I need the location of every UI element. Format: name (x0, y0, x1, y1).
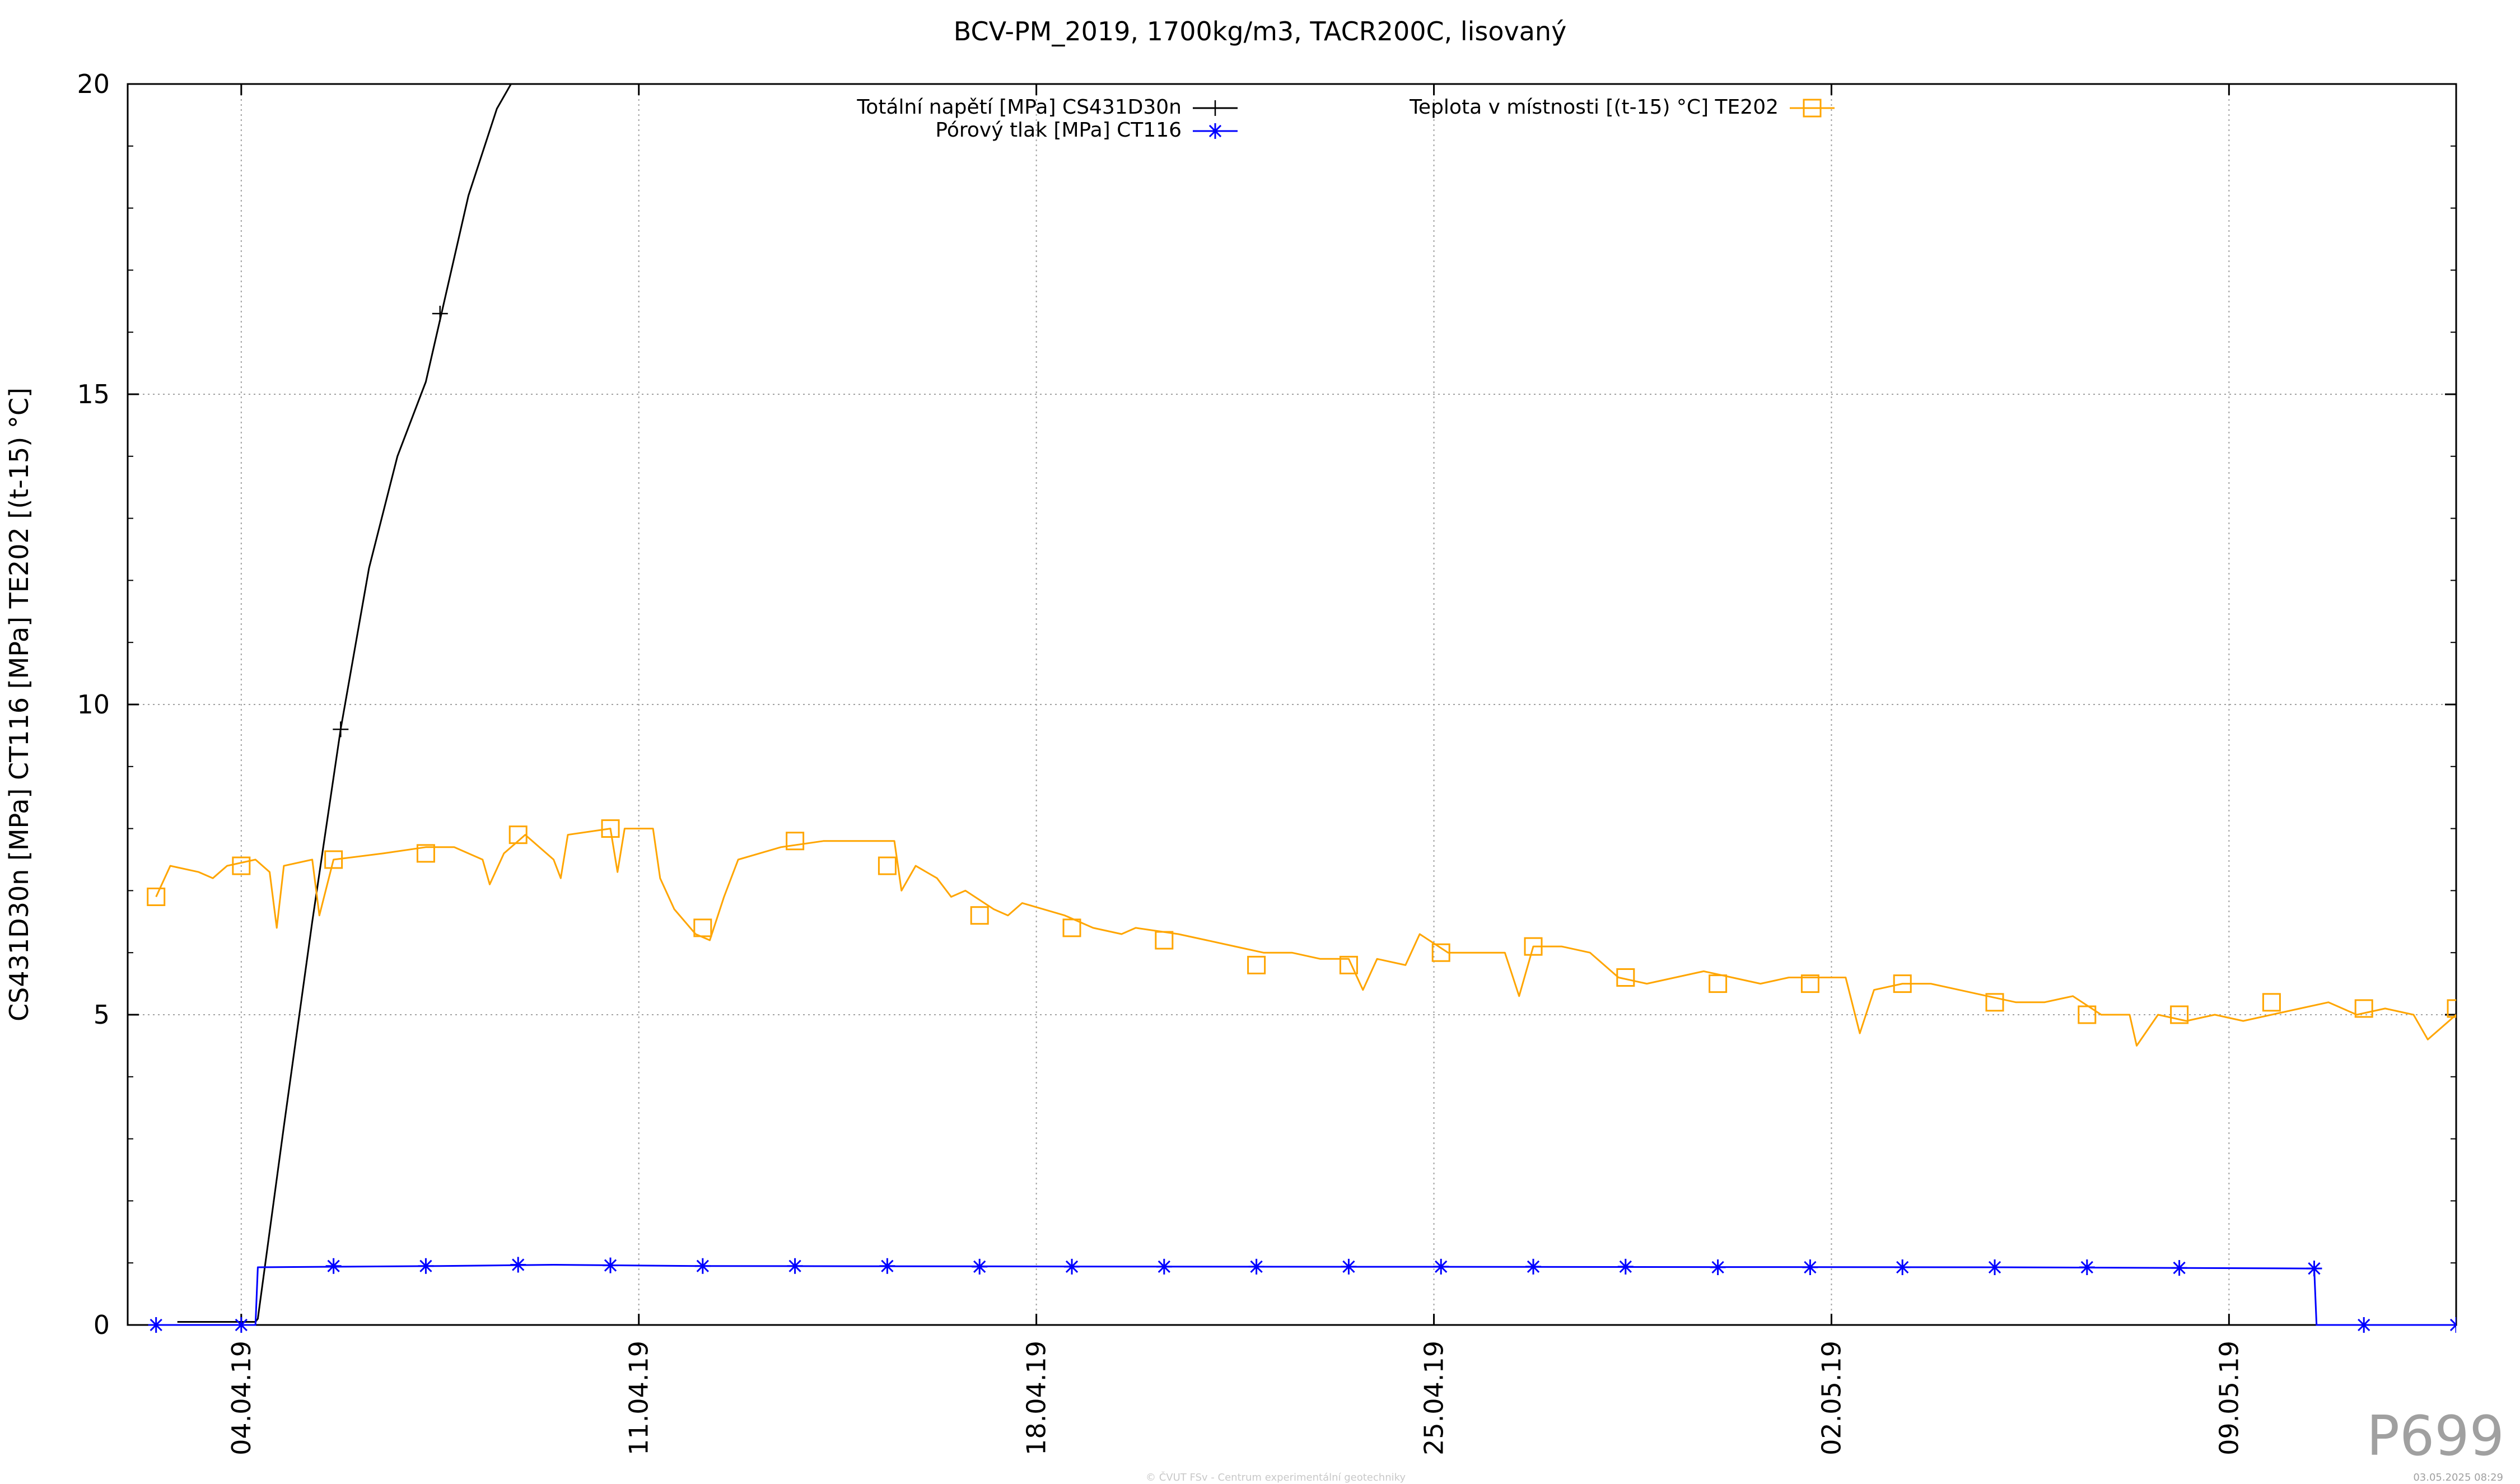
footer-center: © ČVUT FSv - Centrum experimentální geot… (1146, 1471, 1406, 1483)
series-marker (2306, 1261, 2322, 1277)
series-2 (147, 819, 2456, 1047)
series-marker (1155, 931, 1174, 950)
series-marker (508, 825, 528, 844)
series-marker (603, 1257, 619, 1273)
series-marker (1062, 918, 1081, 937)
y-tick-label: 0 (94, 1310, 110, 1340)
y-tick-label: 5 (94, 1000, 110, 1030)
series-marker (2171, 1260, 2187, 1276)
series-marker (601, 819, 620, 838)
series-marker (2356, 1317, 2372, 1333)
series-marker (1710, 1259, 1726, 1275)
footer-right: 03.05.2025 08:29 (2413, 1472, 2503, 1483)
series-marker (1985, 993, 2004, 1012)
series-line (177, 83, 512, 1323)
series-1 (148, 1257, 2456, 1333)
y-tick-label: 15 (77, 379, 110, 409)
chart-title: BCV-PM_2019, 1700kg/m3, TACR200C, lisova… (954, 16, 1567, 46)
series-marker (325, 1258, 342, 1274)
series-marker (1339, 955, 1358, 974)
series-marker (2448, 1317, 2456, 1333)
corner-label: P699 (2367, 1404, 2504, 1468)
series-marker (878, 856, 897, 875)
series-line (156, 1264, 2456, 1326)
series-layer (147, 83, 2456, 1333)
x-tick-label: 02.05.19 (1816, 1341, 1846, 1455)
series-marker (2078, 1005, 2097, 1024)
series-marker (1247, 955, 1266, 974)
series-marker (1802, 1259, 1818, 1275)
series-marker (1987, 1259, 2003, 1275)
series-marker (1156, 1258, 1172, 1275)
series-marker (879, 1258, 895, 1274)
series-marker (147, 887, 166, 906)
y-axis-label: CS431D30n [MPa] CT116 [MPa] TE202 [(t-15… (4, 388, 34, 1021)
series-marker (1709, 974, 1728, 993)
legend-label: Teplota v místnosti [(t-15) °C] TE202 (1409, 96, 1779, 119)
series-marker (1433, 1258, 1449, 1275)
series-marker (2354, 999, 2373, 1018)
series-marker (1524, 937, 1543, 956)
series-marker (693, 918, 712, 937)
series-marker (2170, 1005, 2189, 1024)
series-marker (233, 1317, 249, 1333)
series-marker (1064, 1258, 1080, 1275)
series-marker (2079, 1259, 2095, 1275)
series-marker (418, 1258, 434, 1274)
legend-swatch-marker (1207, 123, 1223, 139)
legend-swatch-marker (1207, 100, 1223, 116)
series-marker (416, 844, 435, 863)
series-marker (1248, 1258, 1264, 1275)
series-marker (1894, 1259, 1911, 1275)
series-marker (1525, 1258, 1542, 1275)
series-marker (333, 721, 349, 738)
series-marker (324, 850, 343, 869)
series-marker (1341, 1258, 1357, 1275)
y-axis: 0 5 10 15 20 (77, 69, 2456, 1340)
series-marker (2262, 993, 2281, 1012)
series-marker (1616, 968, 1635, 987)
series-marker (786, 832, 805, 851)
series-marker (970, 906, 989, 925)
series-marker (432, 305, 448, 321)
series-marker (1800, 974, 1819, 993)
series-0 (177, 83, 512, 1323)
x-axis: 04.04.19 11.04.19 18.04.19 25.04.19 02.05.19… (226, 84, 2244, 1455)
legend-label: Totální napětí [MPa] CS431D30n (856, 96, 1182, 119)
series-line (155, 828, 2456, 1047)
series-marker (1893, 974, 1912, 993)
series-marker (1431, 943, 1450, 962)
series-marker (2447, 999, 2456, 1018)
x-tick-label: 18.04.19 (1021, 1341, 1052, 1455)
series-marker (787, 1258, 803, 1274)
series-marker (1617, 1258, 1634, 1275)
series-marker (510, 1257, 526, 1273)
grid (128, 84, 2456, 1325)
series-marker (232, 856, 251, 875)
y-tick-label: 10 (77, 689, 110, 720)
series-marker (148, 1317, 164, 1333)
series-marker (694, 1258, 711, 1274)
legend-swatch-marker (1803, 99, 1822, 118)
series-marker (972, 1258, 988, 1275)
x-tick-label: 09.05.19 (2214, 1341, 2244, 1455)
legend-label: Pórový tlak [MPa] CT116 (935, 119, 1182, 142)
y-tick-label: 20 (77, 69, 110, 99)
x-tick-label: 25.04.19 (1419, 1341, 1449, 1455)
x-tick-label: 11.04.19 (624, 1341, 654, 1455)
x-tick-label: 04.04.19 (226, 1341, 256, 1455)
